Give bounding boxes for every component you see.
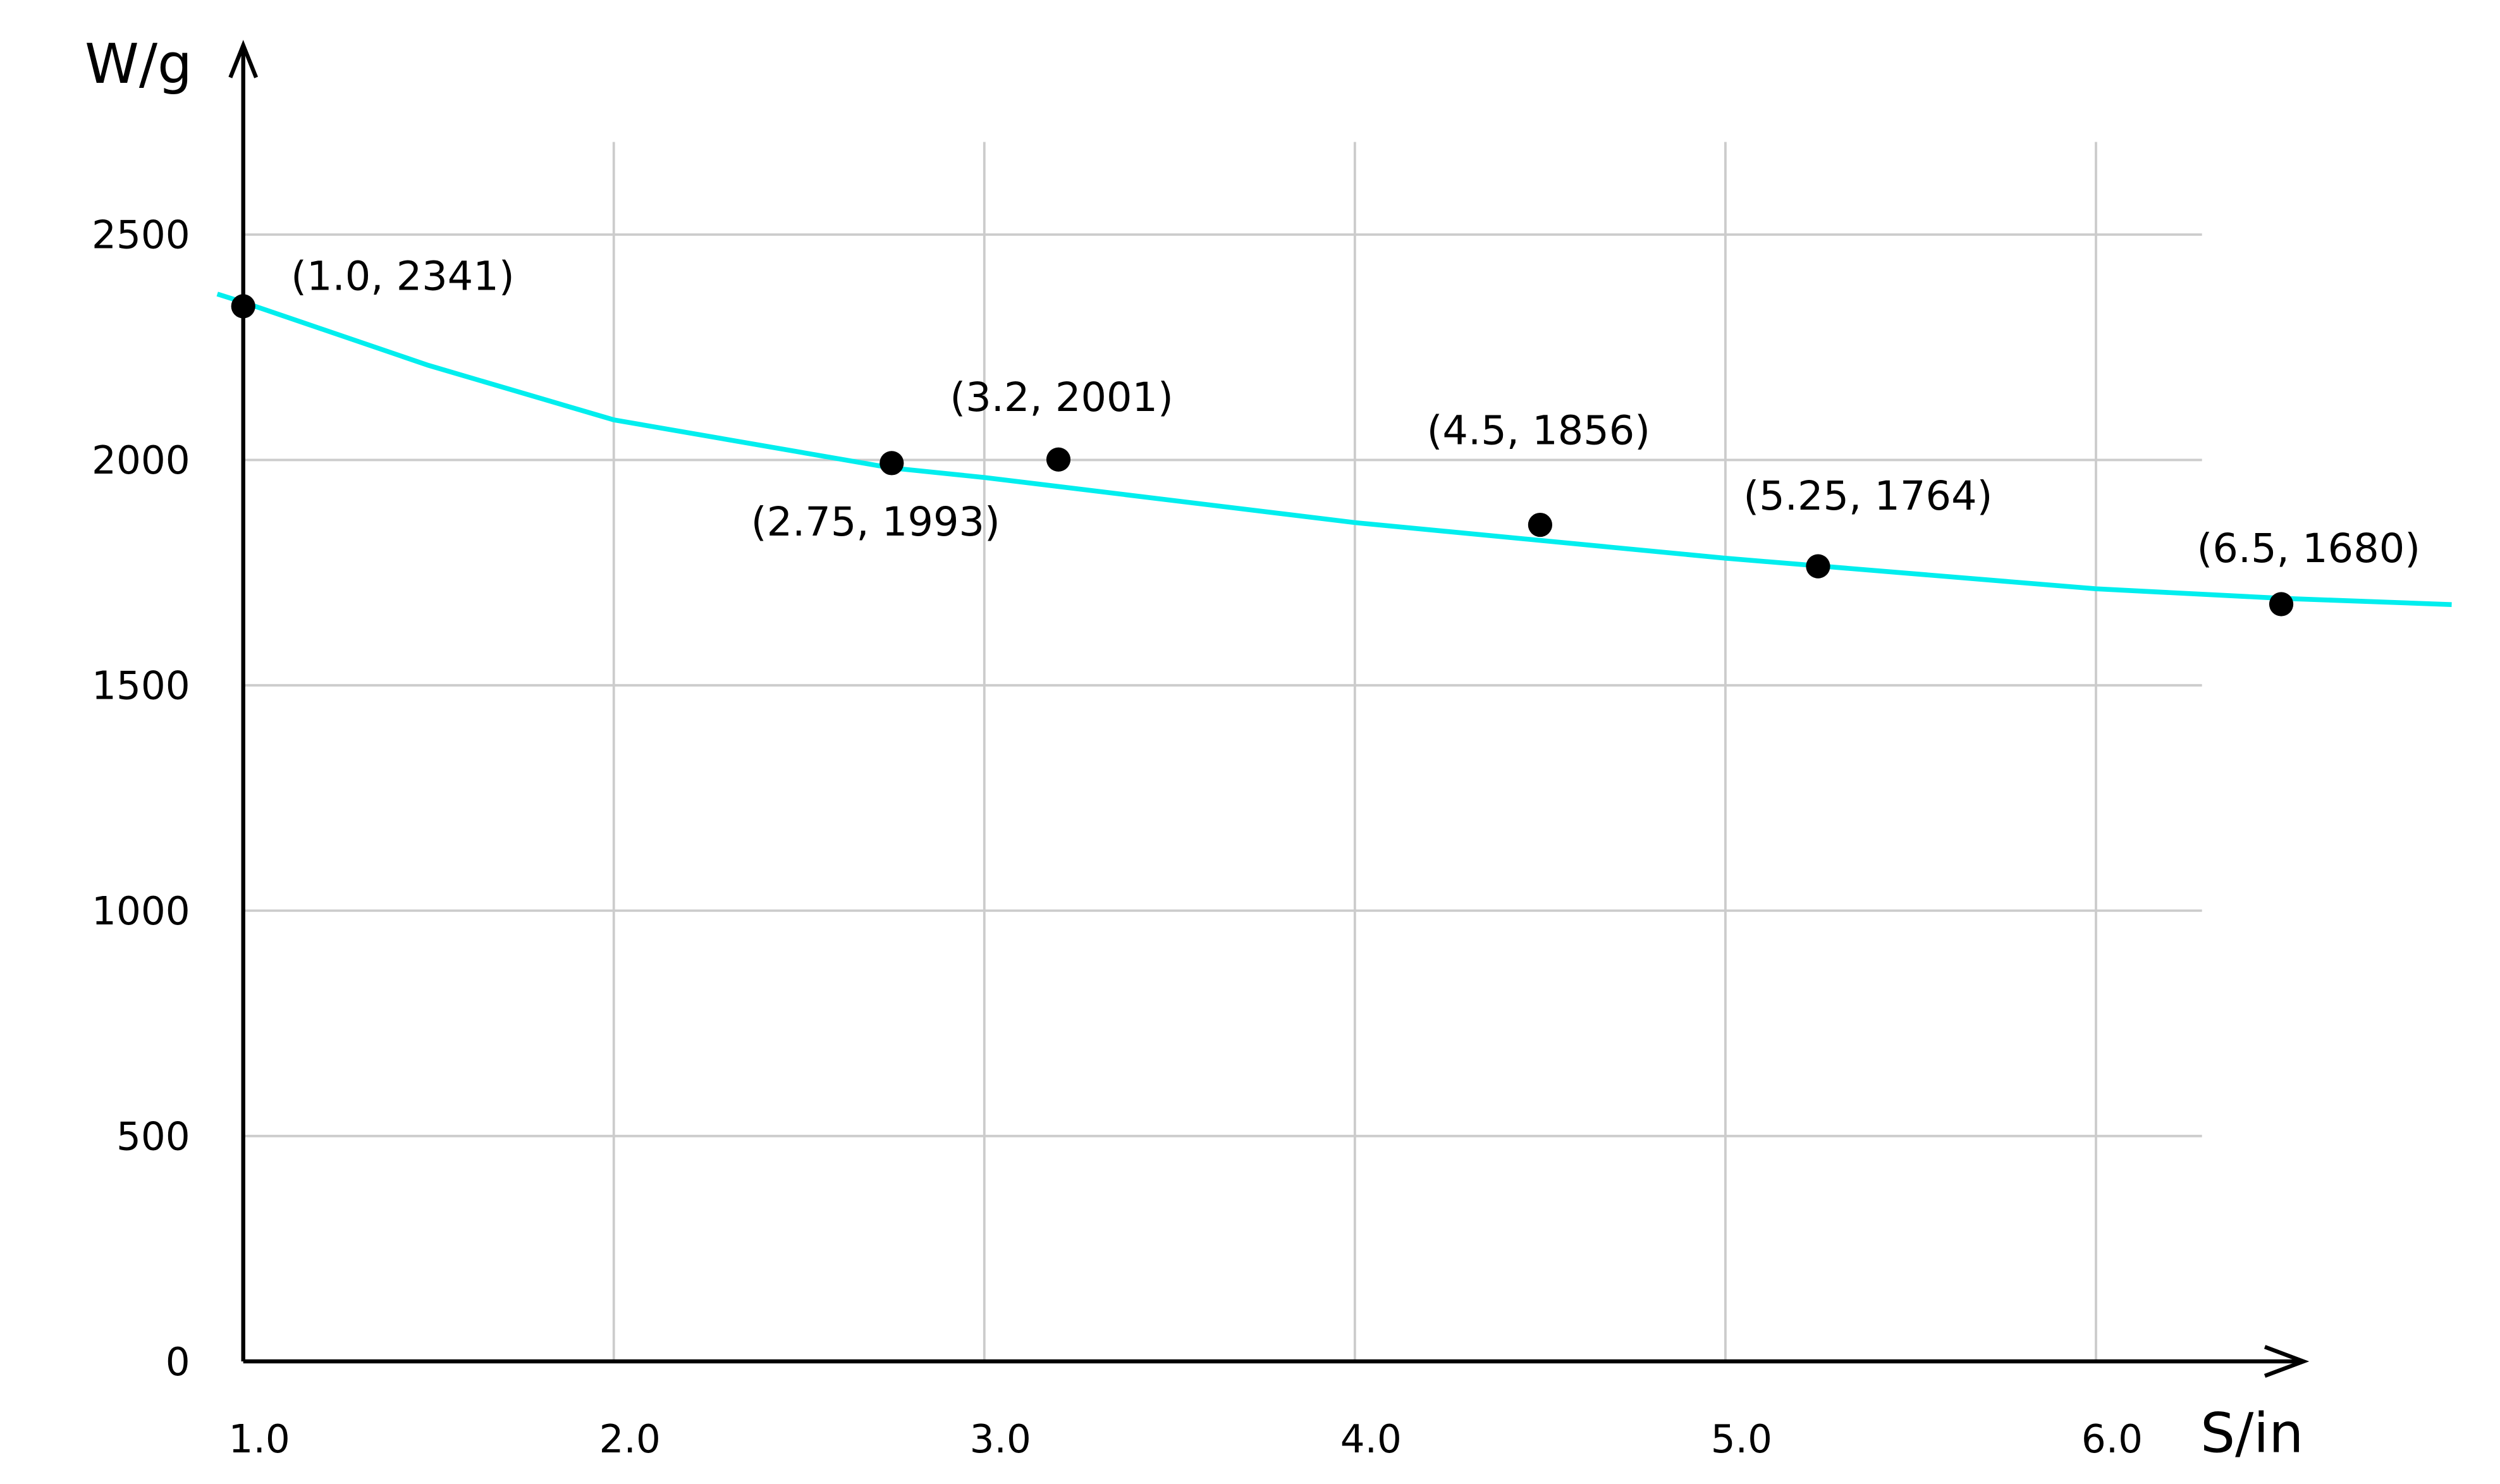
- y-tick-label: 500: [116, 1114, 190, 1159]
- data-point: [879, 451, 904, 475]
- y-tick-label: 1500: [92, 664, 190, 709]
- y-tick-label: 1000: [92, 889, 190, 934]
- data-point: [2269, 592, 2294, 616]
- x-tick-label: 3.0: [970, 1417, 1031, 1462]
- y-axis-label: W/g: [85, 33, 192, 96]
- data-point: [1806, 554, 1830, 579]
- data-point: [1528, 512, 1553, 537]
- x-tick-label: 6.0: [2081, 1417, 2143, 1462]
- y-axis-arrow: [228, 40, 259, 78]
- x-tick-label: 1.0: [229, 1417, 290, 1462]
- fit-curve: [216, 291, 2452, 608]
- data-label: (1.0, 2341): [291, 254, 515, 300]
- data-point: [1046, 447, 1071, 472]
- x-tick-label: 2.0: [599, 1417, 661, 1462]
- x-axis-arrow: [2264, 1345, 2310, 1378]
- y-tick-label: 2000: [92, 438, 190, 483]
- data-point: [231, 294, 255, 319]
- data-label: (3.2, 2001): [950, 374, 1173, 421]
- y-tick-label: 0: [166, 1340, 190, 1385]
- data-label: (5.25, 1764): [1743, 473, 1992, 520]
- y-tick-label: 2500: [92, 213, 190, 258]
- data-label: (4.5, 1856): [1427, 407, 1651, 454]
- data-label: (2.75, 1993): [751, 499, 1000, 546]
- x-tick-label: 5.0: [1711, 1417, 1772, 1462]
- x-axis-label: S/in: [2200, 1402, 2303, 1466]
- x-tick-label: 4.0: [1340, 1417, 1402, 1462]
- data-label: (6.5, 1680): [2197, 525, 2421, 572]
